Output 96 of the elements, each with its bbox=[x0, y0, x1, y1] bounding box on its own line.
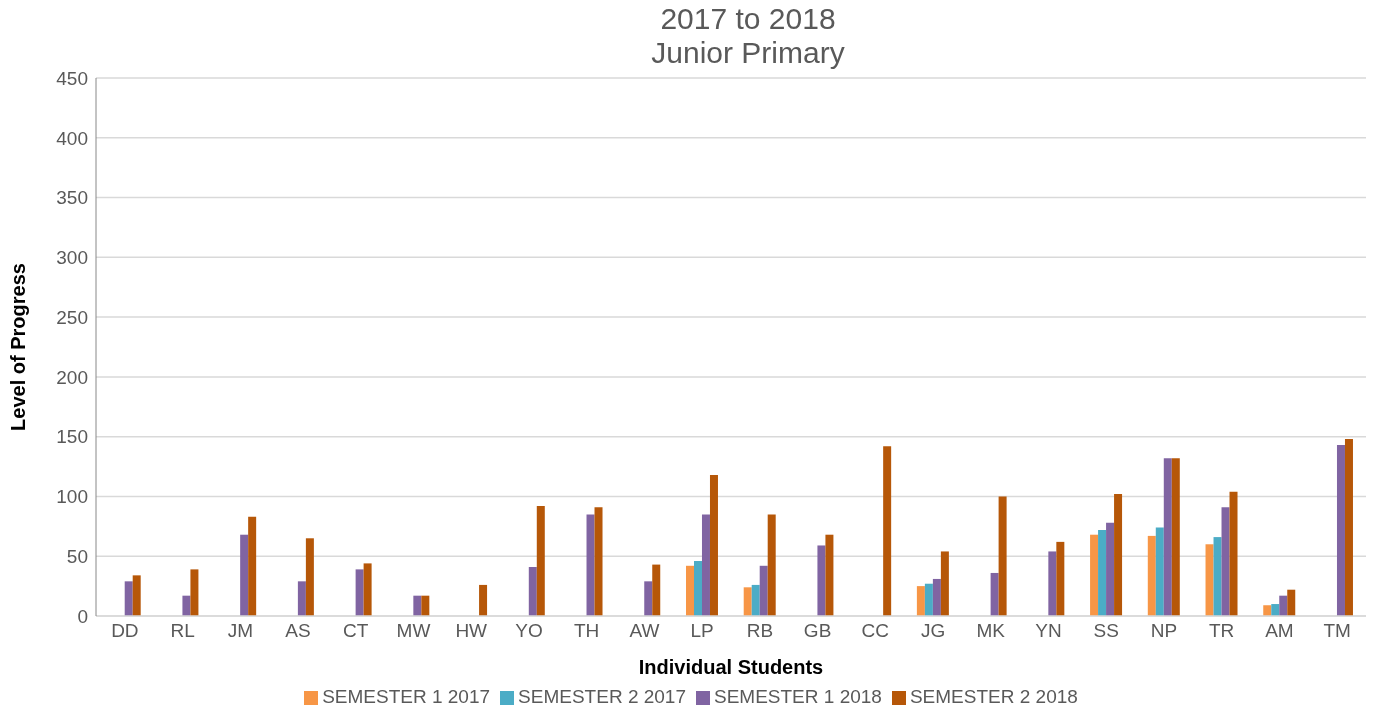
bar bbox=[1279, 595, 1288, 616]
bar bbox=[743, 587, 752, 616]
bar bbox=[1205, 544, 1214, 616]
bar bbox=[685, 565, 694, 616]
x-tick-label: HW bbox=[455, 620, 488, 642]
bar bbox=[767, 514, 776, 616]
x-tick-label: MW bbox=[396, 620, 431, 642]
y-tick-label: 200 bbox=[56, 366, 88, 388]
x-tick-label: MK bbox=[976, 620, 1006, 642]
y-tick-label: 0 bbox=[77, 605, 88, 627]
bar bbox=[709, 474, 718, 616]
y-tick-label: 250 bbox=[56, 306, 88, 328]
y-tick-label: 300 bbox=[56, 247, 88, 269]
bar bbox=[182, 595, 191, 616]
bar bbox=[1171, 458, 1180, 616]
x-tick-label: AS bbox=[285, 620, 311, 642]
legend-label: SEMESTER 1 2018 bbox=[714, 686, 882, 707]
bar bbox=[1263, 605, 1272, 616]
bar bbox=[924, 583, 933, 616]
bar bbox=[1098, 529, 1107, 616]
bar bbox=[751, 584, 760, 616]
bar bbox=[1163, 458, 1172, 616]
bar bbox=[240, 534, 249, 616]
bar bbox=[644, 581, 653, 616]
bar bbox=[413, 595, 422, 616]
bar bbox=[1056, 541, 1065, 616]
x-tick-label: RL bbox=[170, 620, 195, 642]
x-tick-label: AW bbox=[629, 620, 660, 642]
bar bbox=[1155, 527, 1164, 616]
x-tick-label: AM bbox=[1265, 620, 1294, 642]
y-tick-label: 50 bbox=[66, 545, 88, 567]
bar bbox=[1048, 551, 1057, 616]
bar bbox=[190, 569, 199, 616]
bar bbox=[1106, 522, 1115, 616]
bar bbox=[528, 566, 537, 616]
x-axis-title: Individual Students bbox=[638, 656, 824, 678]
x-tick-label: TH bbox=[574, 620, 600, 642]
bar bbox=[1344, 439, 1353, 616]
bar bbox=[1114, 494, 1123, 616]
bar bbox=[1271, 604, 1280, 616]
bar bbox=[701, 514, 710, 616]
bar bbox=[883, 446, 892, 616]
x-tick-label: CC bbox=[861, 620, 890, 642]
bar bbox=[421, 595, 430, 616]
bar bbox=[355, 569, 364, 616]
bar bbox=[594, 507, 603, 616]
y-tick-label: 450 bbox=[56, 67, 88, 89]
x-tick-label: GB bbox=[803, 620, 832, 642]
bar bbox=[479, 584, 488, 616]
bar bbox=[759, 565, 768, 616]
y-tick-label: 350 bbox=[56, 187, 88, 209]
x-tick-label: DD bbox=[111, 620, 139, 642]
bar bbox=[1147, 535, 1156, 616]
bar bbox=[297, 581, 306, 616]
x-tick-label: TR bbox=[1209, 620, 1235, 642]
x-tick-label: CT bbox=[343, 620, 369, 642]
y-tick-label: 400 bbox=[56, 127, 88, 149]
bar bbox=[586, 514, 595, 616]
legend-label: SEMESTER 2 2017 bbox=[518, 686, 686, 707]
bar bbox=[1287, 589, 1296, 616]
bar bbox=[124, 581, 133, 616]
x-tick-label: RB bbox=[746, 620, 774, 642]
bar bbox=[1221, 507, 1230, 616]
x-tick-label: YN bbox=[1035, 620, 1062, 642]
bar bbox=[536, 506, 545, 616]
bar bbox=[825, 534, 834, 616]
bar bbox=[652, 564, 661, 616]
x-tick-label: NP bbox=[1150, 620, 1178, 642]
x-tick-label: SS bbox=[1093, 620, 1119, 642]
x-tick-label: JM bbox=[227, 620, 253, 642]
bar bbox=[132, 575, 141, 616]
chart-title: 2017 to 2018 bbox=[659, 2, 837, 36]
bar bbox=[1090, 534, 1099, 616]
x-tick-label: YO bbox=[515, 620, 543, 642]
x-tick-label: JG bbox=[920, 620, 946, 642]
bar bbox=[1229, 491, 1238, 616]
bar bbox=[916, 586, 925, 616]
bar bbox=[932, 578, 941, 616]
y-axis-title: Level of Progress bbox=[7, 263, 30, 431]
bar bbox=[817, 545, 826, 616]
y-tick-label: 150 bbox=[56, 426, 88, 448]
legend-label: SEMESTER 2 2018 bbox=[909, 686, 1078, 707]
x-tick-label: LP bbox=[690, 620, 714, 642]
bar bbox=[305, 538, 314, 616]
bar bbox=[940, 551, 949, 616]
bar bbox=[693, 561, 702, 616]
x-tick-label: TM bbox=[1323, 620, 1351, 642]
bar bbox=[363, 563, 372, 616]
legend-label: SEMESTER 1 2017 bbox=[322, 686, 491, 707]
chart-subtitle: Junior Primary bbox=[650, 36, 846, 70]
bar bbox=[1213, 537, 1222, 616]
bar bbox=[248, 516, 257, 616]
bar bbox=[1336, 445, 1345, 616]
bar bbox=[998, 496, 1007, 616]
bar bbox=[990, 572, 999, 616]
y-tick-label: 100 bbox=[56, 486, 88, 508]
